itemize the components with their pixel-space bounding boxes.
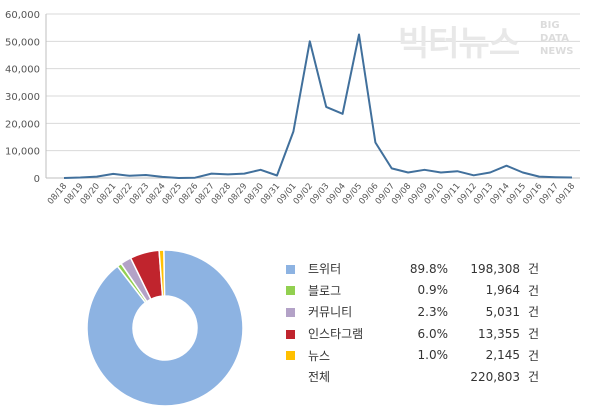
channel-legend-table: 트위터 89.8% 198,308 건 블로그 0.9% 1,964 건 커뮤니… [286, 258, 554, 388]
legend-count: 198,308 [470, 261, 520, 276]
logo-sub-line: NEWS [540, 46, 574, 57]
y-tick-label: 20,000 [5, 119, 40, 130]
legend-unit: 건 [528, 305, 540, 320]
donut-slice [158, 249, 166, 297]
mentions-line-chart: 010,00020,00030,00040,00050,00060,00008/… [5, 10, 580, 207]
y-tick-label: 30,000 [5, 92, 40, 103]
legend-unit: 건 [528, 283, 540, 298]
y-tick-label: 0 [34, 174, 40, 185]
legend-name: 뉴스 [308, 348, 331, 363]
y-tick-label: 60,000 [5, 10, 40, 21]
channel-donut-chart [86, 249, 244, 407]
legend-count: 5,031 [485, 304, 520, 319]
legend-name: 블로그 [308, 283, 342, 298]
logo-subtext: BIG DATA NEWS [540, 19, 600, 58]
legend-total-count: 220,803 [470, 369, 520, 384]
legend-swatch [286, 329, 295, 339]
legend-unit: 건 [528, 327, 540, 342]
legend-swatch [286, 307, 295, 317]
y-tick-label: 10,000 [5, 147, 40, 158]
legend-row: 인스타그램 6.0% 13,355 건 [286, 323, 554, 345]
legend-row: 트위터 89.8% 198,308 건 [286, 258, 554, 280]
legend-unit: 건 [528, 262, 540, 277]
legend-count: 2,145 [485, 348, 520, 363]
legend-percent: 6.0% [417, 326, 449, 341]
legend-percent: 2.3% [417, 304, 449, 319]
legend-total-name: 전체 [308, 370, 331, 385]
legend-swatch [286, 286, 295, 296]
legend-percent: 0.9% [417, 283, 449, 298]
legend-count: 1,964 [485, 283, 520, 298]
legend-total-unit: 건 [528, 370, 540, 385]
legend-row: 뉴스 1.0% 2,145 건 [286, 344, 554, 366]
legend-total-row: 전체 220,803 건 [286, 366, 554, 388]
legend-row: 커뮤니티 2.3% 5,031 건 [286, 301, 554, 323]
legend-swatch [286, 264, 295, 274]
legend-name: 트위터 [308, 262, 342, 277]
legend-name: 커뮤니티 [308, 305, 353, 320]
legend-name: 인스타그램 [308, 327, 364, 342]
logo-sub-line: BIG [540, 20, 560, 31]
legend-unit: 건 [528, 348, 540, 363]
legend-swatch [286, 351, 295, 361]
legend-percent: 1.0% [417, 348, 449, 363]
legend-count: 13,355 [478, 326, 520, 341]
y-tick-label: 50,000 [5, 37, 40, 48]
series-line [63, 33, 573, 179]
bigdata-news-logo: 빅터뉴스 BIG DATA NEWS [398, 16, 588, 66]
donut-slice [86, 249, 244, 407]
logo-wordmark: 빅터뉴스 [398, 24, 520, 64]
y-tick-label: 40,000 [5, 65, 40, 76]
logo-sub-line: DATA [540, 33, 570, 44]
legend-percent: 89.8% [409, 261, 448, 276]
legend-row: 블로그 0.9% 1,964 건 [286, 280, 554, 302]
